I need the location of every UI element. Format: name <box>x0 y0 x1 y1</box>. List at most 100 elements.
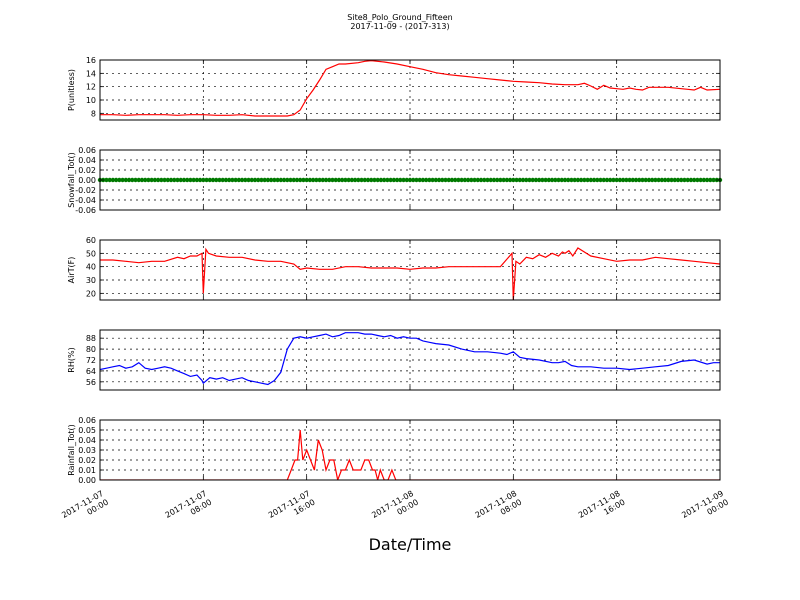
snowfall-point <box>514 177 519 183</box>
snowfall-point <box>123 177 129 183</box>
snowfall-point <box>511 177 516 183</box>
snowfall-point <box>562 177 568 183</box>
snowfall-point <box>546 177 552 183</box>
snowfall-point <box>630 177 636 183</box>
snowfall-point <box>491 177 497 183</box>
snowfall-point <box>517 177 522 183</box>
snowfall-point <box>620 177 626 183</box>
snowfall-point <box>524 177 529 183</box>
snowfall-point <box>294 177 300 183</box>
snowfall-point <box>708 177 713 183</box>
snowfall-point <box>472 177 477 183</box>
snowfall-point <box>501 177 506 183</box>
y-tick-label: 0.00 <box>78 476 96 485</box>
y-axis-label: Snowfall_Tot() <box>67 152 76 208</box>
snowfall-point <box>162 177 167 183</box>
snowfall-point <box>336 177 342 183</box>
snowfall-point <box>549 177 555 183</box>
y-tick-label: -0.04 <box>75 196 96 205</box>
snowfall-point <box>217 177 222 183</box>
snowfall-point <box>188 177 193 183</box>
snowfall-point <box>117 177 122 183</box>
y-tick-label: 30 <box>86 276 96 285</box>
snowfall-point <box>659 177 665 183</box>
snowfall-point <box>494 177 500 183</box>
snowfall-point <box>649 177 655 183</box>
snowfall-point <box>391 177 397 183</box>
y-tick-label: 0.00 <box>78 176 96 185</box>
snowfall-point <box>478 177 484 183</box>
snowfall-point <box>430 177 435 183</box>
snowfall-point <box>485 177 490 183</box>
snowfall-point <box>343 177 348 183</box>
snowfall-point <box>695 177 700 183</box>
snowfall-point <box>627 177 632 183</box>
snowfall-point <box>378 177 384 183</box>
y-tick-label: 72 <box>86 356 96 365</box>
snowfall-point <box>698 177 703 183</box>
snowfall-point <box>685 177 690 183</box>
snowfall-point <box>507 177 513 183</box>
y-tick-label: 20 <box>86 289 96 298</box>
snowfall-point <box>672 177 677 183</box>
snowfall-point <box>236 177 242 183</box>
snowfall-point <box>440 177 445 183</box>
y-tick-label: 0.05 <box>78 426 96 435</box>
snowfall-point <box>569 177 574 183</box>
snowfall-point <box>346 177 351 183</box>
snowfall-point <box>356 177 361 183</box>
snowfall-point <box>643 177 648 183</box>
snowfall-point <box>175 177 180 183</box>
snowfall-point <box>285 177 290 183</box>
snowfall-point <box>624 177 629 183</box>
snowfall-point <box>614 177 619 183</box>
snowfall-point <box>291 177 296 183</box>
snowfall-point <box>143 177 148 183</box>
y-tick-label: 50 <box>86 249 96 258</box>
snowfall-point <box>314 177 319 183</box>
snowfall-point <box>414 177 419 183</box>
figure-title-line2: 2017-11-09 - (2017-313) <box>350 22 449 31</box>
snowfall-point <box>556 177 561 183</box>
snowfall-point <box>320 177 326 183</box>
snowfall-point <box>152 177 158 183</box>
snowfall-point <box>465 177 471 183</box>
y-tick-label: -0.02 <box>75 186 96 195</box>
snowfall-point <box>591 177 597 183</box>
snowfall-point <box>165 177 171 183</box>
snowfall-point <box>197 177 203 183</box>
snowfall-point <box>701 177 707 183</box>
snowfall-point <box>637 177 642 183</box>
snowfall-point <box>310 177 316 183</box>
snowfall-point <box>411 177 416 183</box>
snowfall-point <box>585 177 590 183</box>
panel-4: 56 64 72 80 88 RH(%) <box>67 329 721 391</box>
snowfall-point <box>504 177 510 183</box>
snowfall-point <box>126 177 132 183</box>
y-tick-label: 8 <box>91 109 96 118</box>
y-tick-label: 12 <box>86 83 96 92</box>
snowfall-point <box>265 177 271 183</box>
snowfall-point <box>443 177 448 183</box>
snowfall-point <box>604 177 610 183</box>
snowfall-point <box>204 177 209 183</box>
snowfall-point <box>595 177 600 183</box>
snowfall-point <box>214 177 219 183</box>
snowfall-point <box>365 177 371 183</box>
snowfall-point <box>369 177 374 183</box>
snowfall-point <box>469 177 474 183</box>
snowfall-point <box>488 177 493 183</box>
snowfall-point <box>133 177 138 183</box>
snowfall-point <box>278 177 284 183</box>
snowfall-point <box>691 177 697 183</box>
snowfall-point <box>653 177 658 183</box>
snowfall-point <box>220 177 225 183</box>
snowfall-point <box>233 177 238 183</box>
snowfall-point <box>388 177 393 183</box>
snowfall-point <box>527 177 532 183</box>
snowfall-point <box>669 177 674 183</box>
snowfall-point <box>330 177 335 183</box>
